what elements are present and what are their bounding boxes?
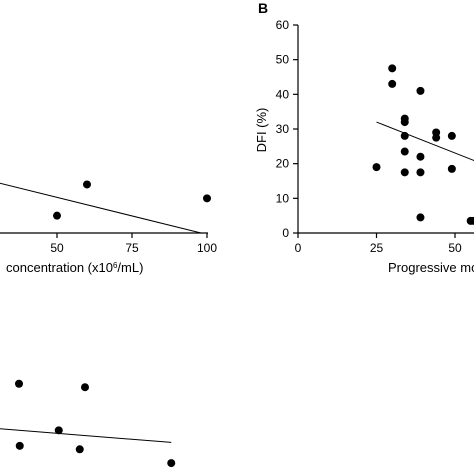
panel-a-point [203,194,211,203]
panel-b-point [400,168,409,177]
panel-b-point [388,64,397,73]
panel-a-x-tick-label: 100 [197,241,217,255]
panel-b-point [432,133,441,142]
panel-b-point [388,79,397,88]
panel-a-point [53,211,61,220]
panel-b-y-tick-label: 60 [276,18,290,32]
panel-b-point [372,163,381,172]
panel-b-x-tick-label: 25 [370,241,384,255]
panel-b-point [400,131,409,140]
panel-b-point [416,168,425,177]
panel-c [0,379,176,468]
panel-c-trendline [0,428,172,443]
panel-a: 50 75 100 concentration (x106/mL) [0,180,217,275]
panel-a-points [53,180,211,220]
panel-c-point [167,459,176,468]
panel-b-y-ticks: 0 10 20 30 40 50 60 [276,18,298,240]
panel-b-point [447,164,456,173]
panel-b-point [416,152,425,161]
panel-c-point [15,379,23,388]
panel-b-trendline [376,121,474,162]
panel-b-y-tick-label: 40 [276,87,290,101]
panel-a-x-tick-label: 75 [125,241,139,255]
panel-c-point [81,383,89,392]
panel-a-x-ticks: 50 75 100 [50,233,217,255]
panel-a-trendline [0,182,202,234]
panel-b-x-tick-label: 50 [448,241,462,255]
panel-c-point [54,426,63,435]
panel-b-y-axis-label: DFI (%) [254,108,269,153]
panel-c-points [15,379,176,468]
panel-b-points [372,64,474,225]
panel-b-point [416,213,425,222]
panel-a-x-axis-label: concentration (x106/mL) [6,260,143,275]
panel-a-x-tick-label: 50 [50,241,64,255]
panel-b-y-tick-label: 0 [282,226,289,240]
panel-c-trendline-group [0,428,172,443]
panel-b-x-ticks: 0 25 50 [295,233,462,255]
panel-b-y-tick-label: 50 [276,53,290,67]
panel-b-x-tick-label: 0 [295,241,302,255]
panel-a-trendline-group [0,182,202,234]
panel-b-x-axis-label: Progressive mo [388,260,474,275]
panel-b-point [447,131,456,140]
panel-b-label: B [258,0,268,16]
panel-b-y-tick-label: 10 [276,191,290,205]
panel-b-y-tick-label: 20 [276,157,290,171]
panel-b-point [469,216,474,225]
panel-b-point [400,147,409,156]
panel-b-y-tick-label: 30 [276,122,290,136]
panel-b: B 0 10 20 30 40 50 60 0 25 50 DFI (%) Progressiv… [254,0,474,275]
panel-c-point [15,441,24,450]
panel-b-point [400,118,409,127]
panel-c-point [75,445,84,454]
panel-b-trendline-group [376,121,474,162]
panel-a-point [83,180,91,189]
panel-b-point [416,86,425,95]
